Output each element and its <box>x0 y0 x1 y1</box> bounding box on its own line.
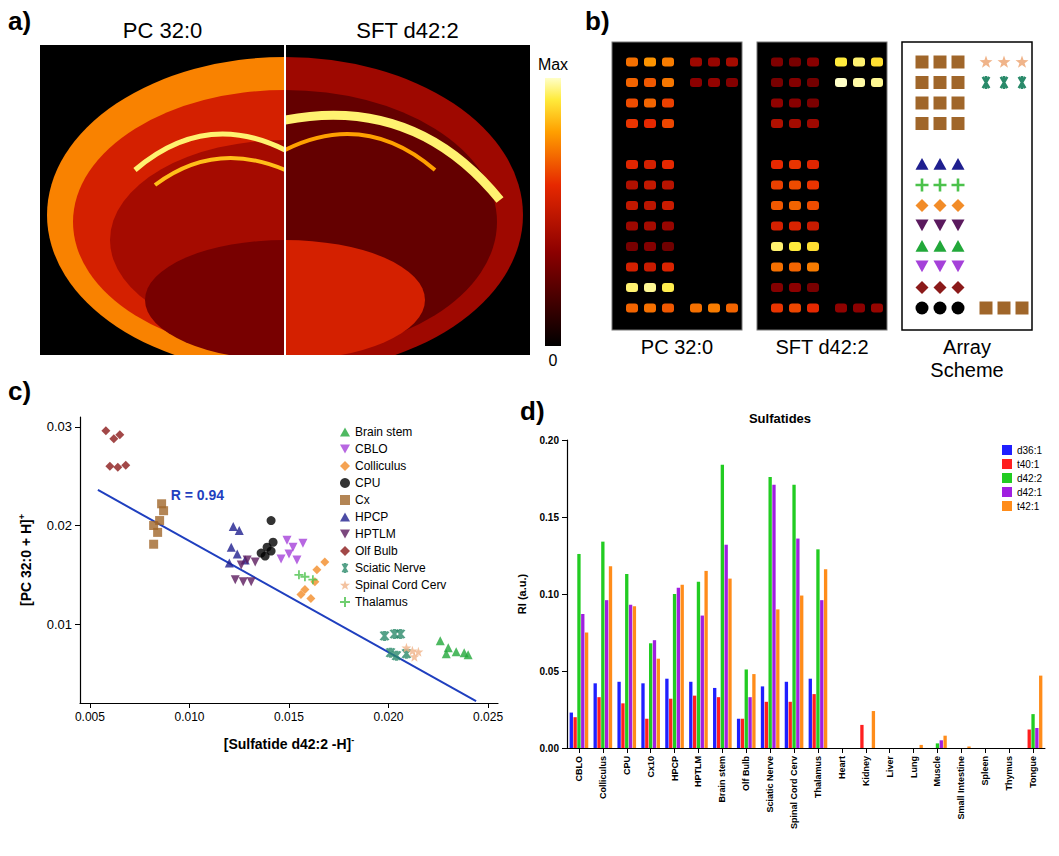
svg-text:0.03: 0.03 <box>47 419 72 434</box>
svg-text:Liver: Liver <box>885 756 895 778</box>
svg-text:0.15: 0.15 <box>540 512 560 523</box>
svg-text:HPTLM: HPTLM <box>693 756 703 787</box>
svg-text:HPCP: HPCP <box>670 756 680 781</box>
svg-text:c): c) <box>8 376 31 406</box>
svg-text:0.025: 0.025 <box>473 710 503 724</box>
svg-text:0.00: 0.00 <box>540 743 560 754</box>
svg-text:CPU: CPU <box>355 476 380 490</box>
svg-text:Tongue: Tongue <box>1028 756 1038 788</box>
svg-text:Cx10: Cx10 <box>646 756 656 778</box>
svg-text:PC 32:0: PC 32:0 <box>123 18 203 43</box>
svg-text:CBLO: CBLO <box>355 442 388 456</box>
svg-text:Small Intestine: Small Intestine <box>956 756 966 820</box>
svg-text:+: + <box>17 514 27 519</box>
svg-text:Spinal Cord Cerv: Spinal Cord Cerv <box>355 578 446 592</box>
svg-text:Kidney: Kidney <box>861 756 871 786</box>
svg-text:Brain stem: Brain stem <box>717 756 727 803</box>
svg-text:t42:1: t42:1 <box>1017 501 1040 512</box>
svg-text:t40:1: t40:1 <box>1017 459 1040 470</box>
svg-text:Thalamus: Thalamus <box>355 595 408 609</box>
svg-text:0.05: 0.05 <box>540 666 560 677</box>
svg-text:0.020: 0.020 <box>374 710 404 724</box>
svg-text:d): d) <box>520 396 545 426</box>
svg-text:0.10: 0.10 <box>540 589 560 600</box>
svg-text:RI (a.u.): RI (a.u.) <box>516 574 528 615</box>
svg-text:b): b) <box>585 6 610 36</box>
svg-text:[PC 32:0 + H]: [PC 32:0 + H] <box>18 519 34 606</box>
svg-text:Spleen: Spleen <box>980 756 990 786</box>
svg-text:Array: Array <box>943 336 991 358</box>
svg-text:Muscle: Muscle <box>932 756 942 787</box>
svg-text:Sulfatides: Sulfatides <box>749 411 811 426</box>
svg-text:[Sulfatide d42:2 -H]: [Sulfatide d42:2 -H] <box>224 736 352 752</box>
svg-text:HPTLM: HPTLM <box>355 527 396 541</box>
svg-text:Olf Bulb: Olf Bulb <box>741 756 751 791</box>
svg-text:Heart: Heart <box>837 756 847 779</box>
svg-text:Colliculus: Colliculus <box>355 459 406 473</box>
svg-text:Scheme: Scheme <box>930 359 1003 381</box>
svg-text:Brain stem: Brain stem <box>355 425 412 439</box>
svg-text:0.015: 0.015 <box>274 710 304 724</box>
svg-text:0.005: 0.005 <box>75 710 105 724</box>
svg-text:SFT d42:2: SFT d42:2 <box>356 18 458 43</box>
svg-text:Lung: Lung <box>909 756 919 778</box>
svg-text:a): a) <box>8 6 31 36</box>
svg-text:0.20: 0.20 <box>540 435 560 446</box>
svg-text:0: 0 <box>549 352 558 369</box>
svg-text:Thymus: Thymus <box>1004 756 1014 791</box>
svg-text:Olf Bulb: Olf Bulb <box>355 544 398 558</box>
svg-text:0.010: 0.010 <box>174 710 204 724</box>
svg-text:SFT d42:2: SFT d42:2 <box>775 336 868 358</box>
svg-text:R = 0.94: R = 0.94 <box>171 487 225 503</box>
svg-text:CBLO: CBLO <box>574 756 584 782</box>
svg-text:CPU: CPU <box>622 756 632 775</box>
svg-text:Colliculus: Colliculus <box>598 756 608 799</box>
svg-text:d42:2: d42:2 <box>1017 473 1042 484</box>
svg-text:d36:1: d36:1 <box>1017 445 1042 456</box>
svg-text:Sciatic Nerve: Sciatic Nerve <box>355 561 426 575</box>
svg-text:-: - <box>351 735 354 745</box>
svg-text:Max: Max <box>538 56 568 73</box>
svg-text:0.01: 0.01 <box>47 617 72 632</box>
svg-text:d42:1: d42:1 <box>1017 487 1042 498</box>
svg-text:Thalamus: Thalamus <box>813 756 823 798</box>
svg-text:0.02: 0.02 <box>47 518 72 533</box>
svg-text:Spinal Cord Cerv: Spinal Cord Cerv <box>789 756 799 829</box>
svg-text:PC 32:0: PC 32:0 <box>641 336 713 358</box>
svg-text:HPCP: HPCP <box>355 510 388 524</box>
svg-text:Cx: Cx <box>355 493 370 507</box>
svg-text:Sciatic Nerve: Sciatic Nerve <box>765 756 775 813</box>
